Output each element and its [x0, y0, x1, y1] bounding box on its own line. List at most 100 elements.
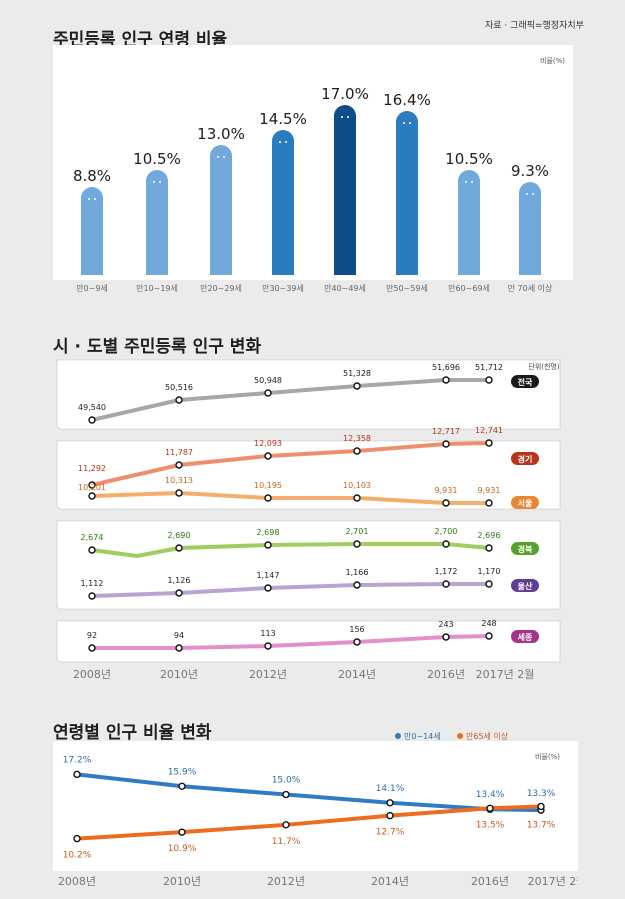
data-point: [386, 811, 394, 820]
data-point: [485, 376, 493, 384]
data-label: 12,358: [343, 434, 371, 443]
data-point: [175, 396, 183, 404]
series-name: 울산: [518, 581, 533, 591]
data-point: [353, 447, 361, 455]
data-point: [537, 802, 545, 811]
value-label: 14.5%: [259, 110, 307, 128]
bar-chart: 비율(%) 8.8% 만0~9세 10.5% 만10~19세 13.0% 만20~29세 14…: [53, 45, 573, 293]
data-label: 248: [481, 619, 496, 628]
data-point: [175, 544, 183, 552]
data-point: [353, 494, 361, 502]
bar-head: [146, 170, 168, 192]
data-point: [175, 489, 183, 497]
bar-eye: [403, 122, 405, 124]
data-point: [282, 790, 290, 799]
data-label: 1,147: [257, 571, 280, 580]
data-point: [264, 541, 272, 549]
data-point: [178, 828, 186, 836]
legend-marker: [395, 733, 401, 739]
data-point: [485, 499, 493, 507]
bar: [458, 181, 480, 275]
region-line-chart: 단위(천명) 49,540 50,516 50,948 51,328 51,696 51,7…: [56, 359, 561, 681]
data-label: 10,201: [78, 483, 106, 492]
bar-eye: [285, 141, 287, 143]
bar: [396, 122, 418, 275]
series-name: 전국: [518, 377, 533, 387]
data-label: 15.0%: [272, 776, 301, 786]
series-line: [90, 582, 491, 598]
data-point: [353, 581, 361, 589]
bar-eye: [471, 181, 473, 183]
data-label: 94: [174, 631, 184, 640]
source-credit: 자료 · 그래픽=행정자치부: [485, 21, 584, 31]
data-label: 113: [260, 629, 275, 638]
data-label: 1,172: [435, 567, 458, 576]
bar-eye: [532, 193, 534, 195]
data-label: 2,701: [346, 527, 369, 536]
data-point: [88, 644, 96, 652]
x-tick-label: 2014년: [338, 668, 376, 681]
data-label: 11,787: [165, 448, 193, 457]
data-label: 10,103: [343, 481, 371, 490]
data-point: [442, 499, 450, 507]
bar-eye: [153, 181, 155, 183]
data-point: [264, 389, 272, 397]
x-tick-label: 만60~69세: [448, 284, 490, 293]
bar-eye: [341, 116, 343, 118]
data-label: 51,328: [343, 369, 371, 378]
x-tick-label: 만50~59세: [386, 284, 428, 293]
bar-chart-panel: [53, 45, 573, 280]
data-label: 15.9%: [168, 767, 197, 777]
x-tick-label: 만0~9세: [76, 284, 108, 293]
data-label: 14.1%: [376, 784, 405, 794]
bar-head: [458, 170, 480, 192]
data-point: [264, 584, 272, 592]
series-badge: [511, 579, 539, 592]
x-tick-label: 2012년: [249, 668, 287, 681]
data-point: [486, 804, 494, 812]
data-label: 49,540: [78, 403, 106, 412]
data-point: [175, 461, 183, 469]
value-label: 10.5%: [445, 150, 493, 168]
x-tick-label: 만10~19세: [136, 284, 178, 293]
data-point: [88, 546, 96, 554]
x-tick-label: 2017년 2월: [528, 875, 578, 888]
data-label: 50,948: [254, 376, 282, 385]
data-point: [485, 632, 493, 640]
bar-head: [519, 182, 541, 204]
bar-eye: [279, 141, 281, 143]
series-badge: [511, 542, 539, 555]
value-label: 17.0%: [321, 85, 369, 103]
data-label: 1,112: [81, 579, 104, 588]
data-label: 50,516: [165, 383, 193, 392]
data-label: 13.4%: [476, 790, 505, 800]
data-point: [88, 592, 96, 600]
series-badge: [511, 452, 539, 465]
data-label: 11,292: [78, 464, 106, 473]
value-label: 9.3%: [511, 162, 549, 180]
data-label: 10.2%: [63, 851, 92, 861]
data-label: 10,195: [254, 481, 282, 490]
series-name: 경기: [518, 454, 533, 464]
value-label: 16.4%: [383, 91, 431, 109]
series-name: 세종: [518, 632, 533, 642]
data-point: [442, 580, 450, 588]
bar-eye: [526, 193, 528, 195]
data-label: 92: [87, 631, 97, 640]
bar: [272, 141, 294, 275]
bar-eye: [88, 198, 90, 200]
x-tick-label: 2016년: [427, 668, 465, 681]
bar-eye: [409, 122, 411, 124]
bar-head: [334, 105, 356, 127]
x-tick-label: 2016년: [471, 875, 509, 888]
data-label: 9,931: [435, 486, 458, 495]
data-label: 9,931: [478, 486, 501, 495]
bar-eye: [347, 116, 349, 118]
data-point: [88, 481, 96, 489]
data-point: [282, 821, 290, 829]
data-label: 2,696: [478, 531, 501, 540]
bar: [334, 116, 356, 275]
data-label: 13.5%: [476, 820, 505, 830]
data-label: 51,696: [432, 363, 460, 372]
